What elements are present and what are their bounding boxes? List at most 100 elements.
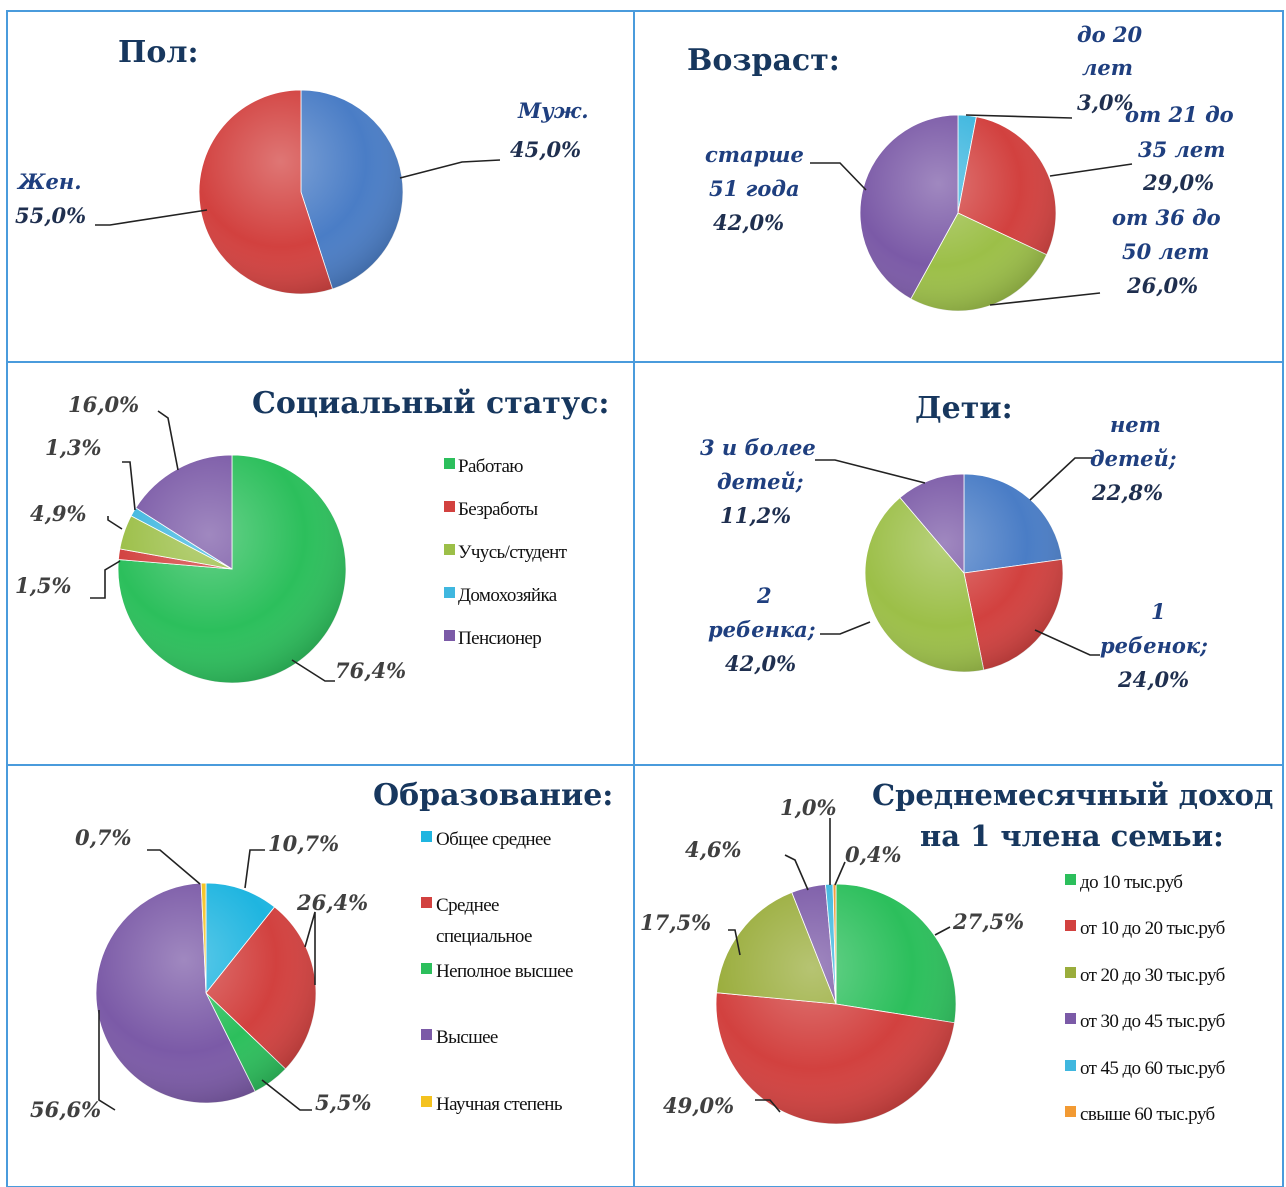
data-label: 16,0% [68,392,139,417]
leader-line [810,162,867,191]
legend-swatch [1065,874,1076,885]
legend-swatch [1065,1060,1076,1071]
legend-label: от 30 до 45 тыс.руб [1080,1011,1225,1032]
slice-label: 1 [1151,599,1166,624]
pie-social-status [117,454,347,684]
pie-age [859,114,1057,312]
slice-label: нет [1110,412,1161,437]
legend-swatch [1065,920,1076,931]
chart-income: Среднемесячный доход на 1 члена семьи: 2… [640,778,1273,1125]
legend-swatch [421,897,432,908]
data-label: 24,0% [1117,667,1189,692]
legend-swatch [444,501,455,512]
legend-education: Общее среднее Среднее специальное Неполн… [421,829,574,1115]
legend-label: Неполное высшее [436,961,573,982]
leader-line [755,1099,781,1113]
labels-social-status: 76,4% 1,5% 4,9% 1,3% 16,0% [15,392,406,683]
data-label: 4,9% [30,501,87,526]
slice-label: Муж. [517,98,589,123]
legend-label: Безработы [458,499,538,520]
data-label: 17,5% [640,910,711,935]
legend-swatch [421,831,432,842]
leader-line [90,560,121,599]
legend-swatch [444,544,455,555]
chart-age: Возраст: до 20 лет 3,0% от 21 до 35 лет … [687,22,1234,312]
leader-line [107,516,123,530]
legend-label: Домохозяйка [458,585,558,606]
data-label: 49,0% [663,1093,734,1118]
chart-social-status: Социальный статус: 76,4% 1,5% 4,9% 1,3% … [15,386,609,684]
leader-line [1034,629,1100,656]
labels-children: нет детей; 22,8% 1 ребенок; 24,0% 2 ребе… [700,412,1208,692]
data-label: 1,3% [45,435,102,460]
slice-label: 51 года [709,176,800,201]
legend-label: свыше 60 тыс.руб [1080,1104,1215,1125]
slice-label: от 36 до [1112,205,1221,230]
slice-label: детей; [717,469,804,494]
legend-label: Пенсионер [458,628,541,649]
legend-label: от 10 до 20 тыс.руб [1080,918,1225,939]
panel-borders [6,10,1284,1187]
legend-label: специальное [436,926,532,947]
pie-education [95,882,317,1104]
leader-line [304,911,316,985]
legend-social-status: Работаю Безработы Учусь/студент Домохозя… [444,456,568,649]
legend-label: от 20 до 30 тыс.руб [1080,965,1225,986]
data-label: 3,0% [1077,90,1134,115]
pie-children [864,473,1064,673]
legend-label: Среднее [436,895,499,916]
leader-line [1029,457,1095,501]
legend-swatch [1065,967,1076,978]
slice-label: 3 и более [700,435,816,460]
data-label: 76,4% [335,658,406,683]
slice-label: 2 [756,583,772,608]
labels-age: до 20 лет 3,0% от 21 до 35 лет 29,0% от … [705,22,1234,306]
labels-gender: Муж. 45,0% Жен. 55,0% [15,98,589,228]
data-label: 5,5% [315,1090,372,1115]
leader-line [98,1010,116,1111]
legend-label: Работаю [458,456,523,477]
data-label: 45,0% [510,137,581,162]
leader-line [147,849,201,885]
data-label: 56,6% [30,1097,101,1122]
slice-label: до 20 [1077,22,1143,47]
legend-label: до 10 тыс.руб [1080,872,1182,893]
data-label: 42,0% [713,210,784,235]
leader-line [95,209,208,226]
chart-education: Образование: 10,7% 26,4% 5,5% 56,6% 0,7%… [30,778,613,1122]
slice-label: от 21 до [1125,102,1234,127]
leader-line [934,926,951,936]
slice-label: 50 лет [1122,239,1210,264]
data-label: 11,2% [720,503,791,528]
slice-label: 35 лет [1138,137,1226,162]
chart-title: Социальный статус: [252,386,609,421]
data-label: 22,8% [1091,480,1163,505]
slice-label: ребенок; [1100,633,1208,658]
data-label: 26,0% [1126,273,1198,298]
legend-swatch [444,630,455,641]
leader-line [291,659,335,682]
leader-line [122,461,136,511]
legend-label: Научная степень [436,1094,563,1115]
chart-title: Возраст: [687,43,840,78]
data-label: 1,0% [780,795,837,820]
pie-slice [835,883,957,1024]
data-label: 0,4% [845,842,902,867]
labels-education: 10,7% 26,4% 5,5% 56,6% 0,7% [30,825,372,1122]
leader-line [834,861,846,886]
chart-title: Дети: [915,391,1013,426]
leader-line [815,459,926,484]
chart-title: Образование: [373,778,613,813]
data-label: 10,7% [268,831,339,856]
legend-label: от 45 до 60 тыс.руб [1080,1058,1225,1079]
leader-line [157,410,179,471]
chart-title: Среднемесячный доход [872,778,1273,812]
legend-income: до 10 тыс.руб от 10 до 20 тыс.руб от 20 … [1065,872,1225,1125]
leader-line [1049,163,1133,177]
legend-label: Высшее [436,1027,498,1048]
labels-income: 27,5% 49,0% 17,5% 4,6% 1,0% 0,4% [640,795,1024,1118]
leader-line [244,849,265,889]
data-label: 1,5% [15,573,72,598]
pie-slice [963,473,1063,574]
